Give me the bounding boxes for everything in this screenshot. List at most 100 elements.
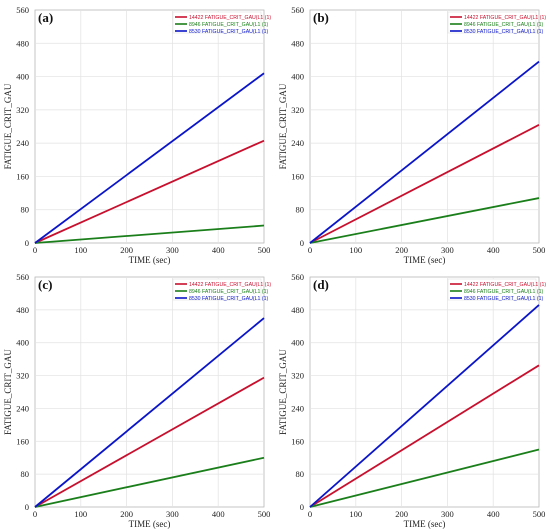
legend-entry-3: 8530 FATIGUE_CRIT_GAU(L1 (1) bbox=[464, 29, 543, 35]
legend-box bbox=[172, 11, 262, 34]
x-tick-label: 400 bbox=[212, 509, 225, 519]
series-line-1 bbox=[309, 124, 540, 244]
series-line-2 bbox=[309, 448, 540, 508]
legend-entry-1: 14422 FATIGUE_CRIT_GAU(L1 (1) bbox=[464, 15, 546, 21]
y-tick-label: 160 bbox=[291, 436, 304, 446]
panel-label: (b) bbox=[313, 10, 329, 25]
x-tick-label: 0 bbox=[308, 245, 312, 255]
x-tick-label: 0 bbox=[33, 245, 37, 255]
legend-entry-1: 14422 FATIGUE_CRIT_GAU(L1 (1) bbox=[189, 15, 271, 21]
x-axis-title: TIME (sec) bbox=[404, 255, 446, 265]
y-tick-label: 240 bbox=[291, 403, 304, 413]
plot-area bbox=[309, 9, 540, 244]
chart-panel-1: 0 80 160 240 320 400 480 560 0 100 200 300 400 500 TIM… bbox=[3, 5, 271, 265]
y-axis-title: FATIGUE_CRIT_GAU bbox=[3, 83, 13, 169]
x-tick-label: 400 bbox=[487, 245, 500, 255]
panel-label: (d) bbox=[313, 277, 329, 292]
y-tick-label: 160 bbox=[16, 436, 29, 446]
y-tick-label: 240 bbox=[291, 138, 304, 148]
legend-entry-3: 8530 FATIGUE_CRIT_GAU(L1 (1) bbox=[189, 29, 268, 35]
x-tick-label: 300 bbox=[441, 509, 454, 519]
series-line-3 bbox=[309, 60, 540, 244]
plot-area bbox=[309, 276, 540, 508]
y-tick-label: 560 bbox=[291, 5, 304, 15]
series-line-3 bbox=[34, 317, 265, 508]
chart-panel-3: 0 80 160 240 320 400 480 560 0 100 200 300 400 500 TIM… bbox=[3, 272, 271, 529]
legend-entry-1: 14422 FATIGUE_CRIT_GAU(L1 (1) bbox=[464, 282, 546, 288]
series-line-2 bbox=[309, 197, 540, 244]
series-line-2 bbox=[34, 224, 265, 244]
plot-area bbox=[34, 9, 265, 244]
series-line-1 bbox=[34, 376, 265, 508]
series-line-3 bbox=[309, 304, 540, 508]
y-tick-label: 0 bbox=[25, 238, 29, 248]
y-axis-title: FATIGUE_CRIT_GAU bbox=[278, 83, 288, 169]
y-tick-label: 160 bbox=[16, 171, 29, 181]
x-tick-label: 100 bbox=[349, 509, 362, 519]
y-tick-label: 0 bbox=[300, 502, 304, 512]
legend-entry-2: 8946 FATIGUE_CRIT_GAU(L1 (1) bbox=[464, 22, 543, 28]
legend-box bbox=[447, 278, 537, 301]
panel-label: (a) bbox=[38, 10, 53, 25]
y-tick-label: 400 bbox=[16, 72, 29, 82]
x-tick-label: 500 bbox=[533, 509, 546, 519]
y-tick-label: 560 bbox=[16, 5, 29, 15]
legend-entry-2: 8946 FATIGUE_CRIT_GAU(L1 (1) bbox=[189, 289, 268, 295]
y-tick-label: 400 bbox=[291, 338, 304, 348]
x-tick-label: 200 bbox=[395, 245, 408, 255]
y-tick-label: 80 bbox=[296, 205, 305, 215]
legend-entry-2: 8946 FATIGUE_CRIT_GAU(L1 (1) bbox=[464, 289, 543, 295]
x-tick-label: 300 bbox=[166, 245, 179, 255]
y-tick-label: 80 bbox=[21, 469, 30, 479]
series-line-2 bbox=[34, 456, 265, 508]
legend-box bbox=[447, 11, 537, 34]
x-tick-label: 100 bbox=[74, 245, 87, 255]
x-tick-label: 200 bbox=[395, 509, 408, 519]
plot-area bbox=[34, 276, 265, 508]
x-tick-label: 0 bbox=[308, 509, 312, 519]
x-tick-label: 500 bbox=[258, 509, 271, 519]
x-tick-label: 500 bbox=[533, 245, 546, 255]
x-axis-title: TIME (sec) bbox=[129, 519, 171, 529]
series-line-3 bbox=[34, 72, 265, 244]
legend-box bbox=[172, 278, 262, 301]
y-axis-title: FATIGUE_CRIT_GAU bbox=[278, 349, 288, 435]
y-tick-label: 480 bbox=[291, 38, 304, 48]
y-tick-label: 0 bbox=[300, 238, 304, 248]
x-tick-label: 400 bbox=[212, 245, 225, 255]
y-tick-label: 400 bbox=[291, 72, 304, 82]
panel-label: (c) bbox=[38, 277, 52, 292]
y-tick-label: 160 bbox=[291, 171, 304, 181]
x-tick-label: 100 bbox=[349, 245, 362, 255]
x-axis-title: TIME (sec) bbox=[129, 255, 171, 265]
x-tick-label: 200 bbox=[120, 509, 133, 519]
chart-panel-2: 0 80 160 240 320 400 480 560 0 100 200 300 400 500 TIM… bbox=[278, 5, 546, 265]
x-tick-label: 0 bbox=[33, 509, 37, 519]
series-line-1 bbox=[309, 364, 540, 508]
series-line-1 bbox=[34, 139, 265, 244]
x-axis-title: TIME (sec) bbox=[404, 519, 446, 529]
y-tick-label: 480 bbox=[16, 305, 29, 315]
y-tick-label: 0 bbox=[25, 502, 29, 512]
y-tick-label: 320 bbox=[291, 105, 304, 115]
chart-panel-4: 0 80 160 240 320 400 480 560 0 100 200 300 400 500 TIM… bbox=[278, 272, 546, 529]
y-tick-label: 320 bbox=[16, 371, 29, 381]
x-tick-label: 200 bbox=[120, 245, 133, 255]
y-tick-label: 80 bbox=[21, 205, 30, 215]
x-tick-label: 400 bbox=[487, 509, 500, 519]
y-tick-label: 560 bbox=[16, 272, 29, 282]
x-tick-label: 300 bbox=[166, 509, 179, 519]
legend-entry-3: 8530 FATIGUE_CRIT_GAU(L1 (1) bbox=[464, 296, 543, 302]
y-tick-label: 320 bbox=[16, 105, 29, 115]
legend-entry-2: 8946 FATIGUE_CRIT_GAU(L1 (1) bbox=[189, 22, 268, 28]
y-tick-label: 480 bbox=[291, 305, 304, 315]
y-tick-label: 480 bbox=[16, 38, 29, 48]
y-tick-label: 400 bbox=[16, 338, 29, 348]
y-tick-label: 560 bbox=[291, 272, 304, 282]
y-tick-label: 240 bbox=[16, 138, 29, 148]
x-tick-label: 500 bbox=[258, 245, 271, 255]
x-tick-label: 300 bbox=[441, 245, 454, 255]
y-tick-label: 240 bbox=[16, 403, 29, 413]
x-tick-label: 100 bbox=[74, 509, 87, 519]
